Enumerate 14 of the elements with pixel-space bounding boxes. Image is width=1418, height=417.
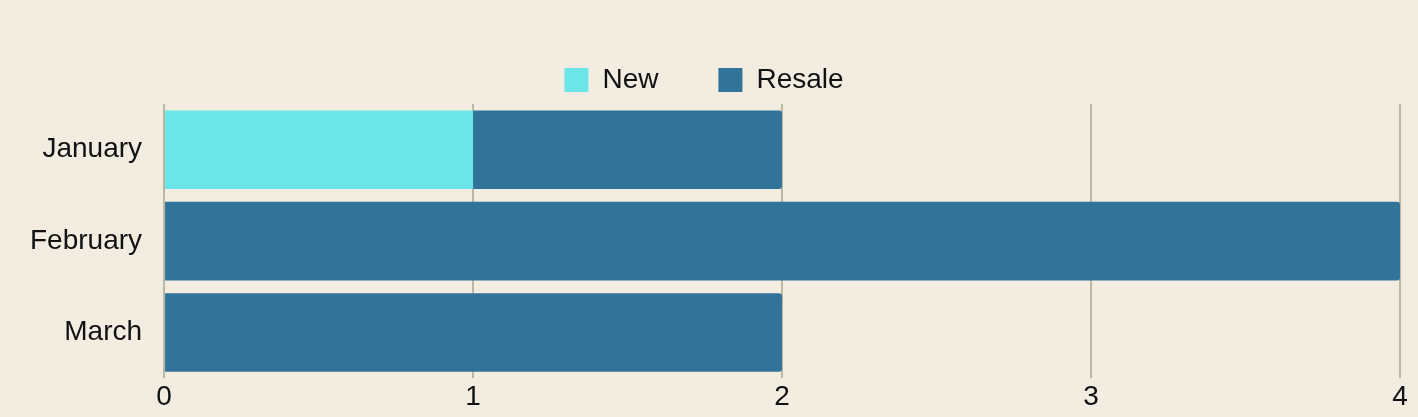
y-tick-label: March: [64, 315, 143, 347]
bar: [473, 110, 783, 189]
bar: [165, 201, 1400, 281]
x-tick-label: 0: [156, 379, 172, 411]
bar: [165, 110, 474, 189]
legend-label: New: [602, 62, 660, 94]
x-tick-label: 4: [1392, 379, 1408, 411]
x-tick-label: 2: [774, 379, 790, 411]
legend-label: Resale: [756, 62, 844, 94]
x-tick-label: 1: [465, 379, 481, 411]
x-tick-label: 3: [1083, 379, 1099, 411]
y-tick-label: February: [29, 223, 143, 255]
bar: [165, 293, 783, 372]
y-tick-label: January: [42, 132, 143, 164]
